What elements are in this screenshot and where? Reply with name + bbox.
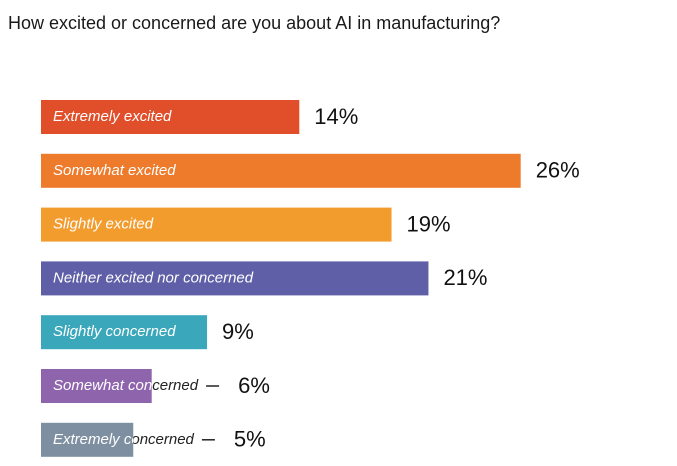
category-label: Neither excited nor concerned [53,269,254,286]
value-label: 14% [314,104,358,129]
bar [41,100,300,134]
category-label-overflow: Somewhat concerned [53,377,199,394]
value-label: 26% [536,158,580,183]
category-label: Slightly excited [53,216,154,233]
category-label-overflow: Extremely concerned [53,431,195,448]
bar [41,153,521,188]
chart-title: How excited or concerned are you about A… [8,13,500,33]
bar [41,261,429,296]
value-label: 6% [238,373,270,398]
category-label: Somewhat excited [53,162,176,179]
category-label: Slightly concerned [53,323,176,340]
bar [41,422,134,457]
value-label: 5% [234,427,266,452]
value-label: 9% [222,319,254,344]
bar [41,207,392,242]
category-label: Extremely concerned [53,431,195,448]
value-label: 19% [407,211,451,236]
bar [41,369,152,403]
bar [41,315,208,350]
category-label: Extremely excited [53,108,172,125]
value-label: 21% [443,265,487,290]
category-label: Somewhat concerned [53,377,199,394]
